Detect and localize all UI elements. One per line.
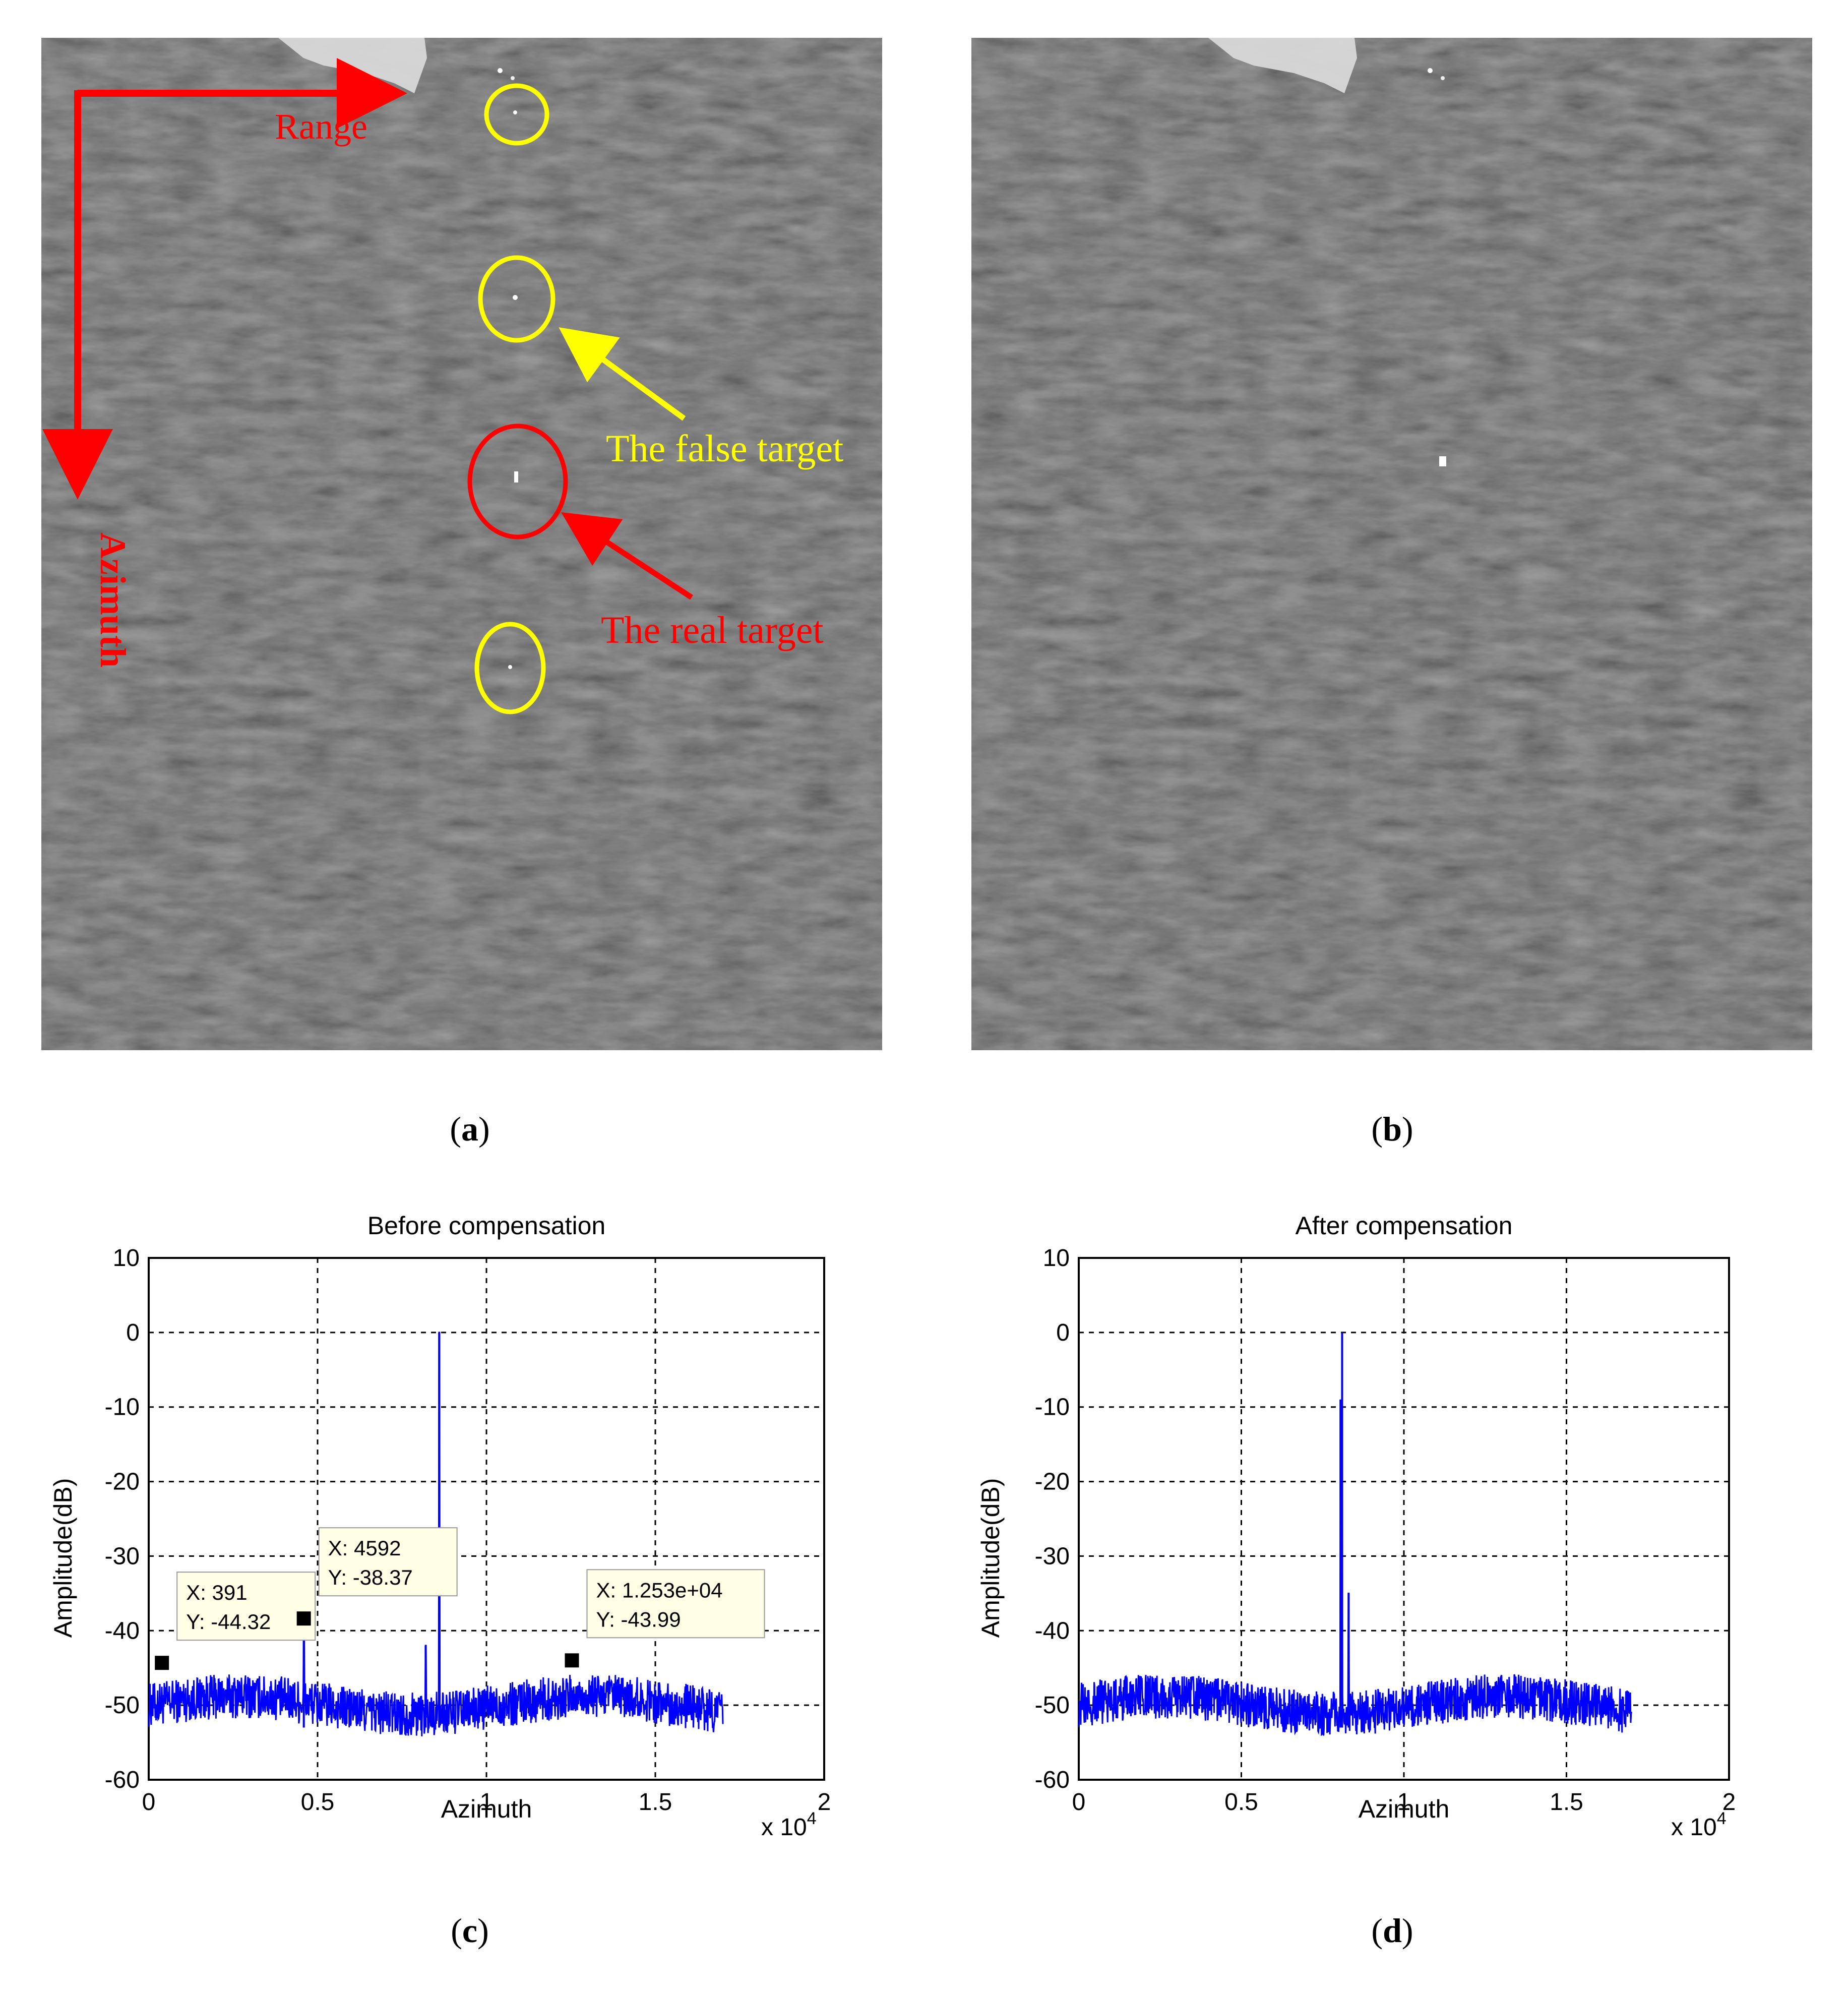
chart-title: Before compensation [367,1212,606,1240]
datatip-y-label: Y: -44.32 [186,1610,271,1634]
series-line [148,1332,724,1736]
datatip-marker [296,1611,311,1626]
y-tick-label: 0 [1056,1319,1070,1346]
caption-b: (b) [1371,1110,1413,1148]
datatip-box [176,1572,316,1641]
x-tick-label: 1 [480,1789,494,1816]
y-axis-label: Amplitude(dB) [976,1478,1005,1638]
y-tick-label: 0 [126,1319,140,1346]
real-target-circle [467,424,568,539]
y-tick-label: -50 [1035,1692,1070,1719]
x-tick-label: 1 [1397,1789,1411,1816]
sar-image-after [971,38,1812,1050]
y-tick-label: -30 [1035,1543,1070,1570]
x-tick-label: 2 [1722,1789,1736,1816]
y-tick-label: -60 [1035,1767,1070,1793]
datatip-y-label: Y: -43.99 [596,1607,681,1631]
y-tick-label: -50 [105,1692,140,1719]
sar-image-before [41,38,882,1050]
x-axis-label: Azimuth [441,1795,532,1823]
y-tick-label: -40 [105,1617,140,1644]
x-multiplier: x 104 [761,1809,817,1841]
x-tick-label: 0 [142,1789,156,1816]
plot-frame [1078,1257,1730,1781]
x-tick-label: 2 [818,1789,831,1816]
false-target-circle-3 [474,622,546,714]
datatip-x-label: X: 1.253e+04 [596,1578,723,1602]
datatip-marker [155,1656,169,1670]
caption-a: (a) [450,1110,490,1148]
chart-after-compensation: After compensation 0 0.5 1 1.5 2 10 0 -10 -20 -30… [976,1212,1736,1841]
y-tick-label: -40 [1035,1617,1070,1644]
x-tick-label: 0.5 [301,1789,335,1816]
y-tick-label: 10 [113,1245,140,1272]
datatip-box [318,1527,458,1597]
false-target-circle-2 [478,255,556,343]
datatip-y-label: Y: -38.37 [328,1565,413,1589]
datatip-marker [565,1653,579,1668]
y-tick-label: -10 [1035,1394,1070,1421]
series-line [1078,1332,1632,1736]
real-target-arrow [561,512,694,600]
y-tick-label: -60 [105,1767,140,1793]
panel-a-annotations: Range Azimuth The false target The real … [42,58,843,714]
chart-title: After compensation [1296,1212,1513,1240]
x-tick-label: 1.5 [1550,1789,1583,1816]
chart-before-compensation: Before compensation 0 0.5 1 1.5 2 10 0 -10 -20 -3… [49,1212,831,1841]
real-target [1439,456,1446,466]
x-multiplier: x 104 [1671,1809,1727,1841]
x-axis-label: Azimuth [1359,1795,1450,1823]
x-tick-label: 0.5 [1224,1789,1258,1816]
azimuth-label: Azimuth [93,532,133,668]
datatip-x-label: X: 4592 [328,1536,401,1560]
plot-frame [148,1257,825,1781]
y-tick-label: -10 [105,1394,140,1421]
y-tick-label: -30 [105,1543,140,1570]
real-target-label: The real target [601,609,824,651]
y-tick-label: -20 [1035,1469,1070,1495]
land-mass [1208,38,1357,93]
y-tick-label: 10 [1043,1245,1070,1272]
caption-d: (d) [1371,1911,1413,1950]
datatip-x-label: X: 391 [186,1581,247,1604]
y-tick-label: -20 [105,1469,140,1495]
caption-c: (c) [451,1911,489,1950]
false-target-label: The false target [606,428,843,470]
y-axis-label: Amplitude(dB) [49,1478,77,1638]
x-tick-label: 0 [1072,1789,1086,1816]
range-label: Range [275,106,367,147]
false-target-circle-1 [484,83,549,146]
false-target-arrow [559,327,686,421]
datatip-box [586,1569,765,1639]
x-tick-label: 1.5 [639,1789,672,1816]
